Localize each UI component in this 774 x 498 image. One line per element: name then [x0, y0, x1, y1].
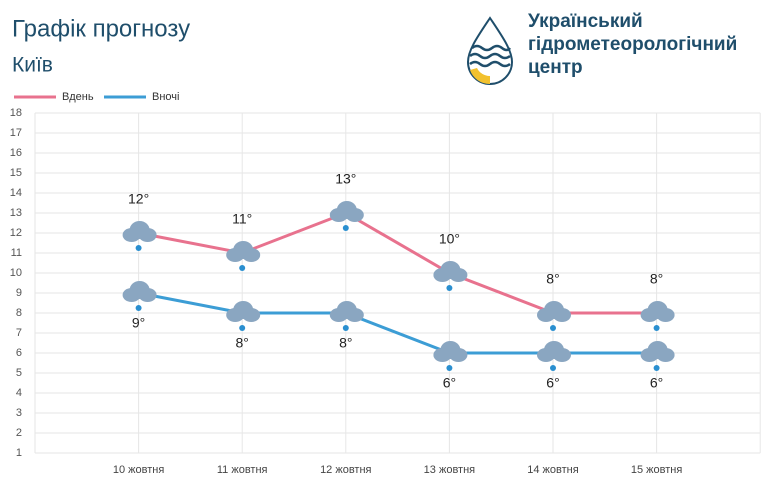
- x-tick-label: 12 жовтня: [320, 464, 371, 476]
- weather-icon: [433, 341, 468, 371]
- drop: [342, 325, 349, 331]
- value-label: 8°: [339, 335, 352, 351]
- page-title: Графік прогнозу: [12, 15, 190, 42]
- y-tick-label: 8: [16, 307, 22, 319]
- value-label: 10°: [439, 231, 460, 247]
- y-tick-label: 10: [10, 267, 22, 279]
- drop: [135, 245, 142, 251]
- logo-text: центр: [528, 57, 583, 78]
- cloud: [242, 308, 261, 322]
- value-label: 9°: [132, 315, 145, 331]
- y-tick-label: 1: [16, 447, 22, 459]
- y-tick-label: 9: [16, 287, 22, 299]
- cloud: [656, 348, 675, 362]
- drop: [239, 265, 246, 271]
- cloud: [553, 308, 571, 322]
- cloud: [138, 228, 157, 242]
- value-label: 13°: [335, 171, 356, 187]
- x-tick-label: 14 жовтня: [527, 464, 578, 476]
- drop: [550, 325, 556, 331]
- weather-icon: [640, 301, 675, 331]
- cloud: [345, 308, 364, 322]
- series-line: [138, 291, 657, 355]
- drop: [550, 365, 556, 371]
- logo-icon: [466, 16, 514, 85]
- cloud: [449, 348, 468, 362]
- value-label: 8°: [546, 271, 559, 287]
- value-label: 6°: [443, 375, 456, 391]
- weather-icon: [537, 301, 571, 331]
- drop: [446, 365, 453, 371]
- cloud: [656, 308, 675, 322]
- cloud: [345, 208, 364, 222]
- y-tick-label: 4: [16, 387, 22, 399]
- drop: [446, 285, 453, 291]
- y-tick-label: 5: [16, 367, 22, 379]
- y-tick-label: 16: [10, 147, 22, 159]
- logo-text: Український: [528, 11, 643, 32]
- weather-icon: [226, 241, 261, 271]
- drop: [653, 365, 660, 371]
- y-tick-label: 13: [10, 207, 22, 219]
- cloud: [553, 348, 571, 362]
- weather-icon: [226, 301, 261, 331]
- weather-icon: [122, 221, 157, 251]
- value-label: 8°: [650, 271, 663, 287]
- x-tick-label: 10 жовтня: [113, 464, 164, 476]
- drop: [653, 325, 660, 331]
- y-tick-label: 14: [10, 187, 22, 199]
- city: Київ: [12, 54, 53, 77]
- weather-icon: [640, 341, 675, 371]
- drop: [135, 305, 142, 311]
- value-label: 6°: [650, 375, 663, 391]
- cloud: [242, 248, 261, 262]
- series-line: [138, 211, 657, 315]
- weather-icon: [537, 341, 571, 371]
- y-tick-label: 7: [16, 327, 22, 339]
- x-tick-label: 15 жовтня: [631, 464, 682, 476]
- weather-icon: [433, 261, 468, 291]
- value-label: 6°: [546, 375, 559, 391]
- y-tick-label: 6: [16, 347, 22, 359]
- y-tick-label: 11: [11, 247, 22, 259]
- value-label: 12°: [128, 191, 149, 207]
- y-tick-label: 2: [16, 427, 22, 439]
- value-label: 8°: [236, 335, 249, 351]
- cloud: [449, 268, 468, 282]
- y-tick-label: 12: [10, 227, 22, 239]
- value-label: 11°: [232, 211, 252, 227]
- weather-icon: [122, 281, 157, 311]
- cloud: [138, 288, 157, 302]
- drop: [239, 325, 246, 331]
- legend-label: Вночі: [152, 91, 179, 103]
- y-tick-label: 3: [16, 407, 22, 419]
- weather-icon: [329, 201, 364, 231]
- x-tick-label: 11 жовтня: [217, 464, 268, 476]
- weather-icon: [329, 301, 364, 331]
- y-tick-label: 18: [10, 107, 22, 119]
- y-tick-label: 17: [10, 127, 22, 139]
- logo-text: гідрометеорологічний: [528, 34, 737, 55]
- drop: [342, 225, 349, 231]
- y-tick-label: 15: [10, 167, 22, 179]
- x-tick-label: 13 жовтня: [424, 464, 475, 476]
- legend-label: Вдень: [62, 91, 94, 103]
